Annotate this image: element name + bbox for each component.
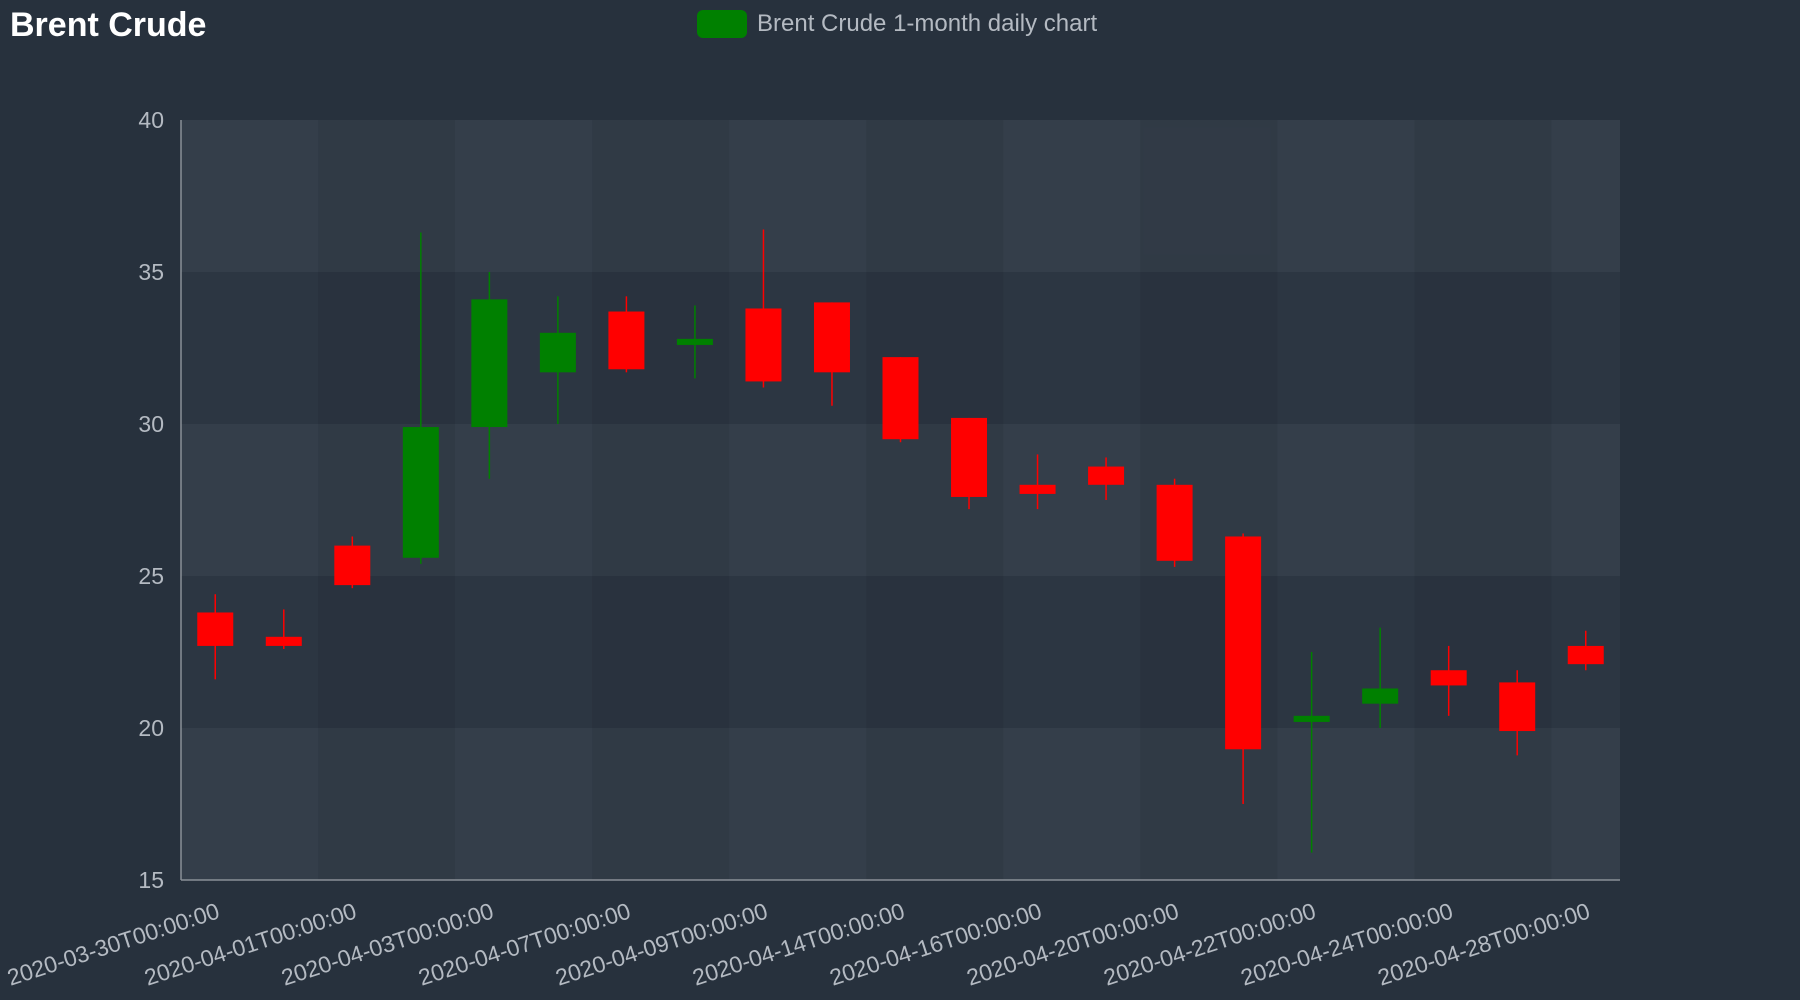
candle-body: [334, 545, 371, 586]
candle-body: [608, 311, 645, 370]
candle-body: [265, 636, 302, 646]
y-tick-label: 30: [138, 411, 164, 437]
candle-body: [1088, 466, 1125, 485]
candle-body: [471, 299, 508, 428]
candle-body: [1362, 688, 1399, 704]
legend-label: Brent Crude 1-month daily chart: [757, 10, 1098, 37]
y-tick-label: 15: [138, 867, 164, 893]
candle-body: [1019, 484, 1056, 494]
candle-body: [1499, 682, 1536, 732]
grid-band-vertical: [866, 120, 1004, 880]
candle-body: [539, 332, 576, 373]
candle-body: [1225, 536, 1262, 750]
y-tick-label: 40: [138, 107, 164, 133]
grid-band-vertical: [1414, 120, 1552, 880]
candle-body: [1156, 484, 1193, 561]
candle-body: [882, 357, 919, 440]
candle-body: [676, 338, 713, 345]
chart-title: Brent Crude: [10, 6, 207, 44]
legend-swatch: [697, 10, 747, 38]
y-tick-label: 20: [138, 715, 164, 741]
candle-body: [1293, 715, 1330, 722]
candle-body: [745, 308, 782, 382]
grid-band-vertical: [592, 120, 730, 880]
candle-body: [951, 417, 988, 497]
grid-band-horizontal: [181, 728, 1620, 880]
candle-body: [402, 427, 439, 558]
candle-body: [1430, 670, 1467, 686]
y-tick-label: 35: [138, 259, 164, 285]
candle-body: [1567, 645, 1604, 665]
candle-body: [813, 302, 850, 373]
legend-item[interactable]: Brent Crude 1-month daily chart: [697, 10, 1097, 38]
candle-body: [197, 612, 234, 646]
y-tick-label: 25: [138, 563, 164, 589]
